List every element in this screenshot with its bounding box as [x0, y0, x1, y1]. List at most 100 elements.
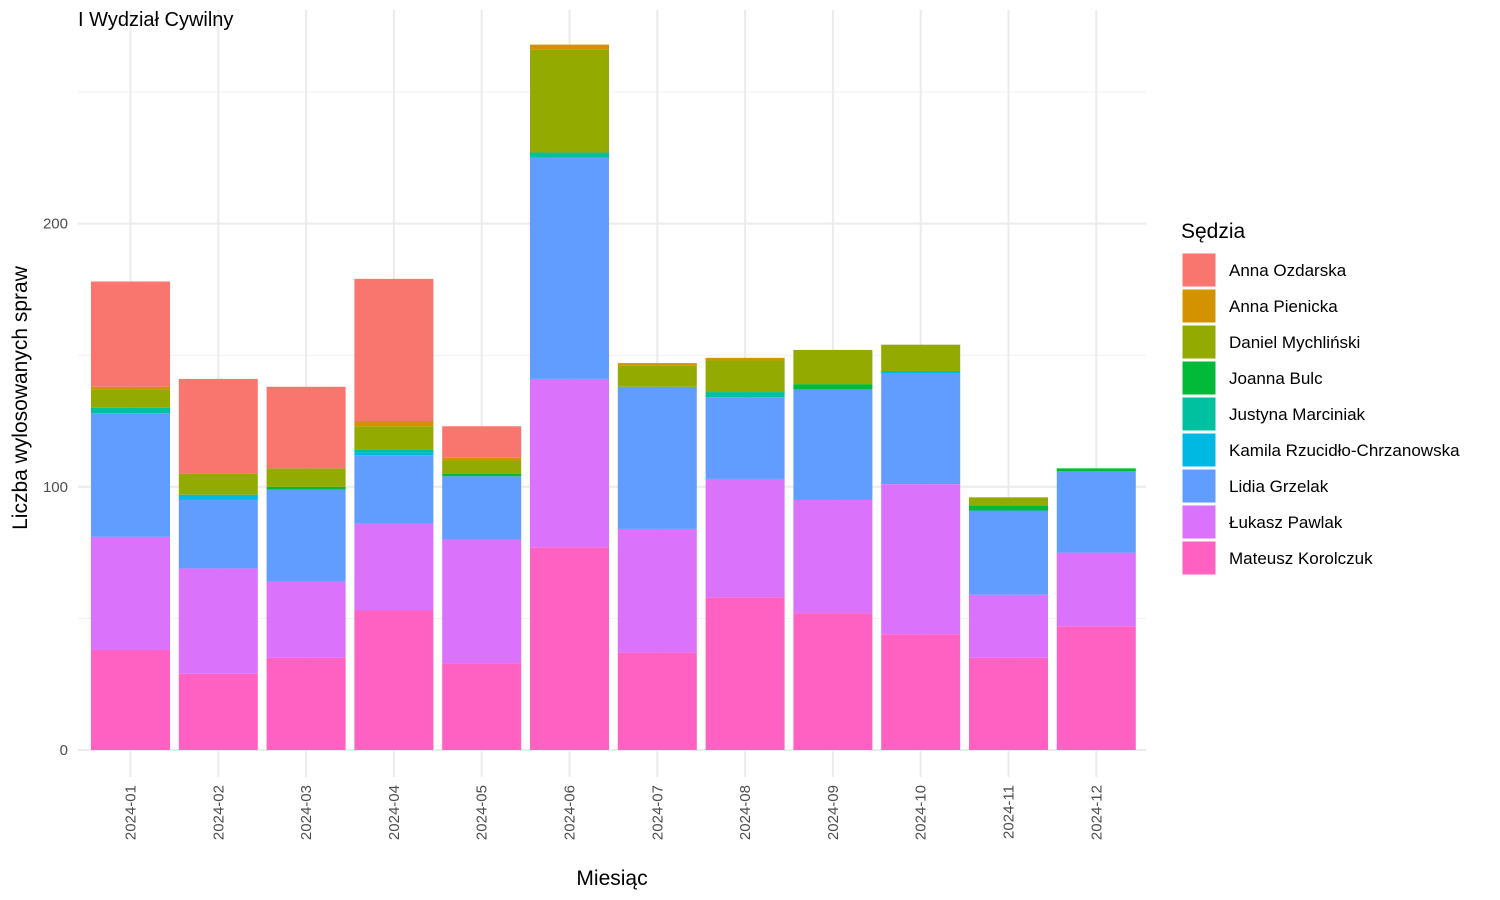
y-tick-label: 0 [60, 742, 68, 759]
bar-segment: Anna Pienicka 2024-04: 2 [354, 421, 434, 427]
x-tick-label: 2024-11 [1001, 785, 1018, 839]
bar-segment: Anna Ozdarska 2024-04: 54 [354, 278, 434, 421]
bar-segment: Daniel Mychliński 2024-10: 10 [881, 344, 961, 371]
bars: Mateusz Korolczuk 2024-01: 38Łukasz Pawl… [91, 44, 1136, 750]
legend-label: Anna Pienicka [1229, 297, 1338, 316]
x-tick-label: 2024-01 [123, 785, 140, 840]
bar-segment: Justyna Marciniak 2024-08: 2 [705, 392, 785, 398]
legend-swatch [1181, 504, 1217, 540]
bar-segment: Łukasz Pawlak 2024-08: 45 [705, 478, 785, 598]
bar-segment: Anna Ozdarska 2024-02: 36 [178, 378, 258, 474]
legend-label: Justyna Marciniak [1229, 405, 1366, 424]
bar-segment: Mateusz Korolczuk 2024-06: 77 [530, 547, 609, 750]
y-axis-ticks: 0 100 200 [43, 216, 68, 759]
bar-segment: Daniel Mychliński 2024-03: 7 [266, 468, 346, 487]
bar-segment: Justyna Marciniak 2024-01: 2 [91, 407, 170, 414]
legend-swatch [1181, 540, 1217, 576]
bar-segment: Lidia Grzelak 2024-09: 42 [793, 389, 873, 500]
x-axis-ticks: 2024-01 2024-02 2024-03 2024-04 2024-05 2024-… [123, 785, 1106, 840]
bar-segment: Łukasz Pawlak 2024-10: 57 [881, 484, 961, 635]
legend: Sędzia Anna Ozdarska Anna Pienicka Daniel … [1181, 220, 1460, 576]
x-tick-label: 2024-04 [386, 785, 403, 840]
bar-segment: Daniel Mychliński 2024-07: 8 [617, 365, 697, 387]
legend-title: Sędzia [1181, 220, 1246, 243]
bar-segment: Mateusz Korolczuk 2024-07: 37 [617, 652, 697, 750]
bar-segment: Mateusz Korolczuk 2024-09: 52 [793, 613, 873, 750]
bar-segment: Kamila Rzucidło-Chrzanowska 2024-04: 1 [354, 452, 434, 456]
bar-segment: Mateusz Korolczuk 2024-02: 29 [178, 673, 258, 750]
bar-segment: Anna Ozdarska 2024-01: 40 [91, 281, 170, 387]
bar-segment: Kamila Rzucidło-Chrzanowska 2024-02: 2 [178, 494, 258, 500]
bar-segment: Anna Pienicka 2024-01: 1 [91, 386, 170, 390]
legend-label: Kamila Rzucidło-Chrzanowska [1229, 441, 1460, 460]
bar-segment: Mateusz Korolczuk 2024-05: 33 [442, 663, 522, 750]
bar-segment: Lidia Grzelak 2024-12: 31 [1056, 471, 1136, 553]
bar-segment: Anna Ozdarska 2024-05: 12 [442, 426, 522, 458]
y-tick-label: 200 [43, 216, 68, 233]
bar-segment: Justyna Marciniak 2024-06: 2 [530, 152, 609, 158]
x-tick-label: 2024-12 [1088, 785, 1105, 840]
bar-segment: Łukasz Pawlak 2024-03: 29 [266, 581, 346, 658]
bar-segment: Anna Pienicka 2024-07: 1 [617, 363, 697, 366]
bar-segment: Lidia Grzelak 2024-07: 54 [617, 386, 697, 529]
bar-segment: Joanna Bulc 2024-03: 1 [266, 486, 346, 490]
bar-segment: Daniel Mychliński 2024-05: 5 [442, 460, 522, 474]
bar-segment: Łukasz Pawlak 2024-12: 28 [1056, 552, 1136, 627]
y-axis-title: Liczba wylosowanych spraw [9, 265, 32, 530]
bar-segment: Daniel Mychliński 2024-02: 8 [178, 473, 258, 495]
y-tick-label: 100 [43, 479, 68, 496]
bar-segment: Anna Pienicka 2024-05: 1 [442, 457, 522, 461]
x-tick-label: 2024-03 [298, 785, 315, 840]
bar-segment: Łukasz Pawlak 2024-04: 33 [354, 523, 434, 611]
bar-segment: Lidia Grzelak 2024-02: 26 [178, 499, 258, 569]
bar-segment: Joanna Bulc 2024-11: 2 [969, 505, 1048, 511]
x-tick-label: 2024-07 [649, 785, 666, 840]
bar-segment: Lidia Grzelak 2024-04: 26 [354, 455, 434, 524]
legend-swatch [1181, 360, 1217, 396]
x-tick-label: 2024-10 [913, 785, 930, 840]
bar-segment: Lidia Grzelak 2024-05: 24 [442, 476, 522, 540]
bar-segment: Lidia Grzelak 2024-03: 35 [266, 489, 346, 582]
bar-segment: Daniel Mychliński 2024-04: 9 [354, 426, 434, 450]
legend-label: Mateusz Korolczuk [1229, 549, 1373, 568]
chart-subtitle: I Wydział Cywilny [78, 9, 233, 31]
x-tick-label: 2024-05 [474, 785, 491, 840]
bar-segment: Kamila Rzucidło-Chrzanowska 2024-10: 1 [881, 370, 961, 374]
legend-label: Joanna Bulc [1229, 369, 1323, 388]
x-tick-label: 2024-02 [210, 785, 227, 840]
legend-swatch [1181, 288, 1217, 324]
bar-segment: Daniel Mychliński 2024-06: 39 [530, 49, 609, 153]
bar-segment: Mateusz Korolczuk 2024-03: 35 [266, 657, 346, 750]
bar-segment: Justyna Marciniak 2024-04: 1 [354, 449, 434, 453]
legend-swatch [1181, 252, 1217, 288]
bar-segment: Joanna Bulc 2024-05: 1 [442, 473, 522, 477]
bar-segment: Lidia Grzelak 2024-01: 47 [91, 413, 170, 537]
bar-segment: Lidia Grzelak 2024-11: 32 [969, 510, 1048, 595]
bar-segment: Łukasz Pawlak 2024-09: 43 [793, 499, 873, 614]
bar-segment: Mateusz Korolczuk 2024-11: 35 [969, 657, 1048, 750]
legend-label: Lidia Grzelak [1229, 477, 1329, 496]
bar-segment: Mateusz Korolczuk 2024-04: 53 [354, 610, 434, 750]
legend-label: Daniel Mychliński [1229, 333, 1360, 352]
bar-segment: Łukasz Pawlak 2024-11: 24 [969, 594, 1048, 658]
legend-swatch [1181, 468, 1217, 504]
legend-swatch [1181, 324, 1217, 360]
legend-swatch [1181, 396, 1217, 432]
legend-items: Anna Ozdarska Anna Pienicka Daniel Mychliń… [1181, 252, 1460, 576]
bar-segment: Joanna Bulc 2024-12: 1 [1056, 468, 1136, 472]
legend-label: Łukasz Pawlak [1229, 513, 1343, 532]
x-tick-label: 2024-08 [737, 785, 754, 840]
bar-segment: Anna Ozdarska 2024-03: 31 [266, 386, 346, 469]
bar-segment: Daniel Mychliński 2024-11: 3 [969, 497, 1048, 506]
bar-segment: Anna Pienicka 2024-06: 2 [530, 44, 609, 50]
legend-swatch [1181, 432, 1217, 468]
bar-segment: Łukasz Pawlak 2024-02: 40 [178, 568, 258, 674]
bar-segment: Łukasz Pawlak 2024-05: 47 [442, 539, 522, 664]
bar-segment: Łukasz Pawlak 2024-01: 43 [91, 536, 170, 650]
bar-segment: Anna Pienicka 2024-08: 1 [705, 357, 785, 361]
x-tick-label: 2024-06 [562, 785, 579, 840]
x-axis-title: Miesiąc [576, 867, 647, 890]
bar-segment: Łukasz Pawlak 2024-06: 64 [530, 378, 609, 548]
bar-segment: Mateusz Korolczuk 2024-10: 44 [881, 634, 961, 750]
